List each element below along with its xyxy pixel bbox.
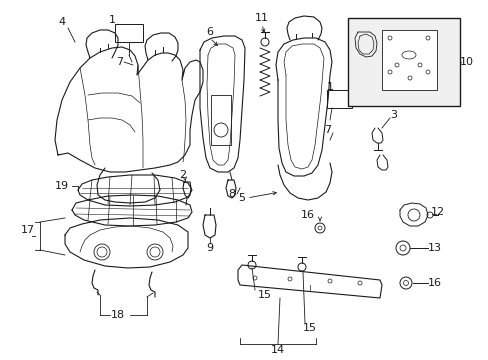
Text: 11: 11	[254, 13, 268, 23]
Text: 16: 16	[301, 210, 314, 220]
Text: 19: 19	[55, 181, 69, 191]
Text: 12: 12	[430, 207, 444, 217]
Text: 1: 1	[108, 15, 115, 25]
Bar	[210, 95, 230, 145]
Text: 8: 8	[228, 189, 235, 199]
Text: 14: 14	[270, 345, 285, 355]
Text: 13: 13	[427, 243, 441, 253]
Bar	[381, 30, 436, 90]
Text: 3: 3	[390, 110, 397, 120]
Text: 17: 17	[21, 225, 35, 235]
Bar	[326, 90, 351, 108]
Text: 6: 6	[206, 27, 213, 37]
Text: 1: 1	[326, 82, 333, 92]
Circle shape	[147, 244, 163, 260]
Text: 5: 5	[238, 193, 245, 203]
Text: 7: 7	[324, 125, 331, 135]
Text: 10: 10	[459, 57, 473, 67]
Polygon shape	[238, 265, 381, 298]
Text: 18: 18	[111, 310, 125, 320]
Circle shape	[94, 244, 110, 260]
Text: 2: 2	[179, 170, 186, 180]
Text: 15: 15	[258, 290, 271, 300]
Ellipse shape	[401, 51, 415, 59]
Bar	[115, 24, 142, 42]
Text: 15: 15	[303, 323, 316, 333]
Text: 4: 4	[59, 17, 65, 27]
Text: 16: 16	[427, 278, 441, 288]
Bar	[347, 18, 459, 106]
Text: 7: 7	[116, 57, 123, 67]
Text: 9: 9	[206, 243, 213, 253]
